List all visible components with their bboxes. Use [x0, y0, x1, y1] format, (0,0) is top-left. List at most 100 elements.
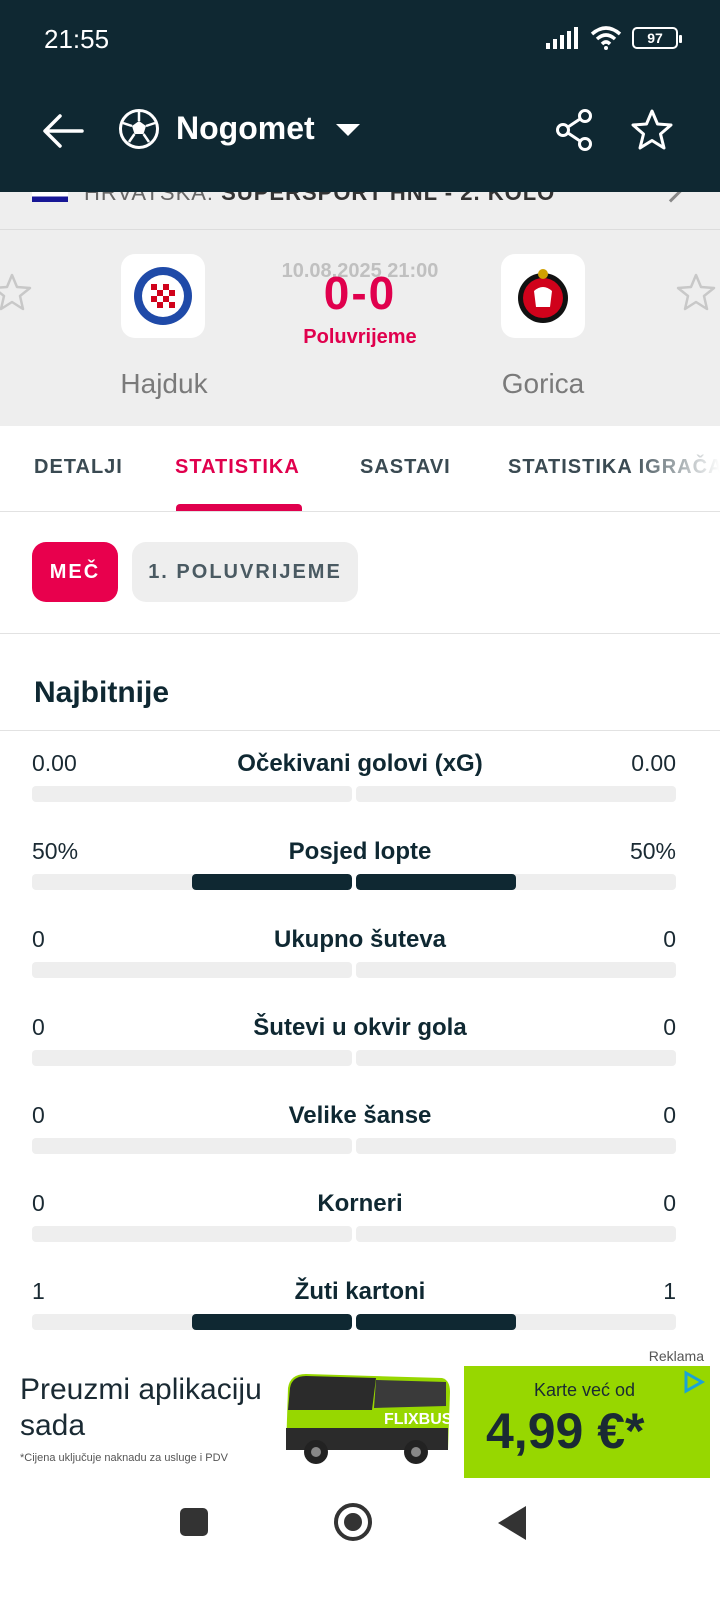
stat-row: 0.00 Očekivani golovi (xG) 0.00 [0, 750, 720, 838]
ad-banner[interactable]: Reklama Preuzmi aplikaciju sada *Cijena … [0, 1348, 720, 1478]
home-icon[interactable] [334, 1503, 372, 1541]
match-datetime: 10.08.2025 21:00 [281, 260, 439, 282]
stat-away-bar [356, 786, 676, 802]
croatia-flag-icon [32, 192, 68, 202]
stat-row: 50% Posjed lopte 50% [0, 838, 720, 926]
stat-row: 0 Velike šanse 0 [0, 1102, 720, 1190]
stat-away-value: 0 [663, 1014, 676, 1040]
away-favorite-star-icon[interactable] [676, 272, 716, 312]
stat-away-value: 0.00 [631, 750, 676, 776]
stat-away-value: 50% [629, 838, 676, 864]
section-title: Najbitnije [34, 676, 170, 709]
app-bar: Nogomet [0, 78, 720, 192]
league-header[interactable]: HRVATSKA: SUPERSPORT HNL - 2. KOLO [0, 192, 720, 230]
away-team-logo[interactable] [501, 254, 585, 338]
match-status: Poluvrijeme [303, 326, 417, 348]
stat-away-value: 1 [663, 1278, 676, 1304]
tab-statistika[interactable]: STATISTIKA [175, 456, 300, 478]
stat-label: Žuti kartoni [294, 1278, 426, 1305]
ad-price-panel: Karte već od 4,99 €* [464, 1366, 710, 1478]
stat-away-bar [356, 1050, 676, 1066]
league-name: HRVATSKA: SUPERSPORT HNL - 2. KOLO [84, 192, 556, 205]
battery-icon: 97 [632, 27, 682, 49]
stat-home-bar [32, 874, 352, 890]
ad-price: 4,99 €* [486, 1403, 645, 1459]
tab-detalji[interactable]: DETALJI [34, 456, 123, 478]
status-bar: 21:55 97 [0, 0, 720, 78]
back-arrow-icon[interactable] [40, 108, 86, 154]
stat-home-bar [32, 962, 352, 978]
stat-home-value: 0 [32, 926, 45, 952]
home-team-logo[interactable] [121, 254, 205, 338]
stat-row: 0 Korneri 0 [0, 1190, 720, 1278]
filter-chip-match[interactable]: MEČ [32, 542, 118, 602]
stat-home-bar [32, 1314, 352, 1330]
home-favorite-star-icon[interactable] [0, 272, 32, 312]
stat-home-bar [32, 786, 352, 802]
tab-sastavi[interactable]: SASTAVI [360, 456, 451, 478]
hajduk-crest-icon [134, 267, 192, 325]
stat-away-bar-fill [356, 874, 516, 890]
match-header: Hajduk 10.08.2025 21:00 0-0 Poluvrijeme … [0, 230, 720, 426]
sport-selector[interactable]: Nogomet [176, 110, 315, 146]
stat-home-bar-fill [192, 874, 352, 890]
stat-label: Šutevi u okvir gola [253, 1014, 467, 1041]
stat-home-bar [32, 1050, 352, 1066]
tab-bar: DETALJI STATISTIKA SASTAVI STATISTIKA IG… [0, 426, 720, 512]
system-nav-bar [0, 1478, 720, 1600]
favorite-star-icon[interactable] [630, 108, 674, 152]
stat-label: Ukupno šuteva [273, 926, 447, 953]
ad-title: Preuzmi aplikaciju sada [20, 1373, 262, 1442]
football-icon [119, 109, 159, 149]
tab-fade [630, 426, 720, 511]
active-tab-indicator [176, 504, 302, 511]
stat-away-bar [356, 962, 676, 978]
stat-away-bar [356, 1314, 676, 1330]
match-score: 0-0 [323, 267, 397, 319]
home-team-name[interactable]: Hajduk [120, 368, 208, 399]
battery-level: 97 [647, 30, 663, 46]
stat-away-bar [356, 1138, 676, 1154]
stat-away-value: 0 [663, 1102, 676, 1128]
stat-label: Očekivani golovi (xG) [237, 750, 483, 777]
stat-home-value: 1 [32, 1278, 45, 1304]
ad-label: Reklama [648, 1348, 704, 1364]
stat-away-bar-fill [356, 1314, 516, 1330]
wifi-icon [590, 26, 622, 50]
stat-label: Korneri [317, 1190, 403, 1217]
stat-label: Velike šanse [288, 1102, 432, 1129]
system-back-icon[interactable] [498, 1506, 526, 1540]
stat-home-value: 0 [32, 1190, 45, 1216]
stat-away-value: 0 [663, 1190, 676, 1216]
share-icon[interactable] [554, 108, 594, 152]
stat-home-bar-fill [192, 1314, 352, 1330]
period-filter: MEČ 1. POLUVRIJEME [0, 512, 720, 634]
stat-home-bar [32, 1138, 352, 1154]
stat-row: 0 Ukupno šuteva 0 [0, 926, 720, 1014]
recent-apps-icon[interactable] [180, 1508, 208, 1536]
gorica-crest-icon [518, 269, 568, 323]
ad-offer-text: Karte već od [534, 1380, 636, 1400]
stat-away-bar [356, 1226, 676, 1242]
stat-row: 0 Šutevi u okvir gola 0 [0, 1014, 720, 1102]
stat-home-value: 0 [32, 1014, 45, 1040]
chevron-down-icon[interactable] [336, 124, 360, 136]
bus-icon: FLIXBUS [286, 1374, 452, 1464]
ad-disclaimer: *Cijena uključuje naknadu za usluge i PD… [20, 1452, 228, 1464]
adchoices-icon[interactable] [682, 1370, 706, 1394]
status-time: 21:55 [44, 24, 110, 54]
bus-brand: FLIXBUS [384, 1411, 452, 1428]
stat-home-value: 50% [32, 838, 79, 864]
chevron-right-icon [655, 192, 687, 203]
stat-away-value: 0 [663, 926, 676, 952]
away-team-name[interactable]: Gorica [501, 368, 585, 399]
divider [0, 730, 720, 731]
stat-home-value: 0 [32, 1102, 45, 1128]
stat-away-bar [356, 874, 676, 890]
stat-home-bar [32, 1226, 352, 1242]
stat-label: Posjed lopte [288, 838, 432, 865]
filter-chip-first-half[interactable]: 1. POLUVRIJEME [132, 542, 358, 602]
status-icons: 97 [546, 26, 682, 50]
signal-icon [546, 27, 578, 49]
stat-row: 1 Žuti kartoni 1 [0, 1278, 720, 1366]
